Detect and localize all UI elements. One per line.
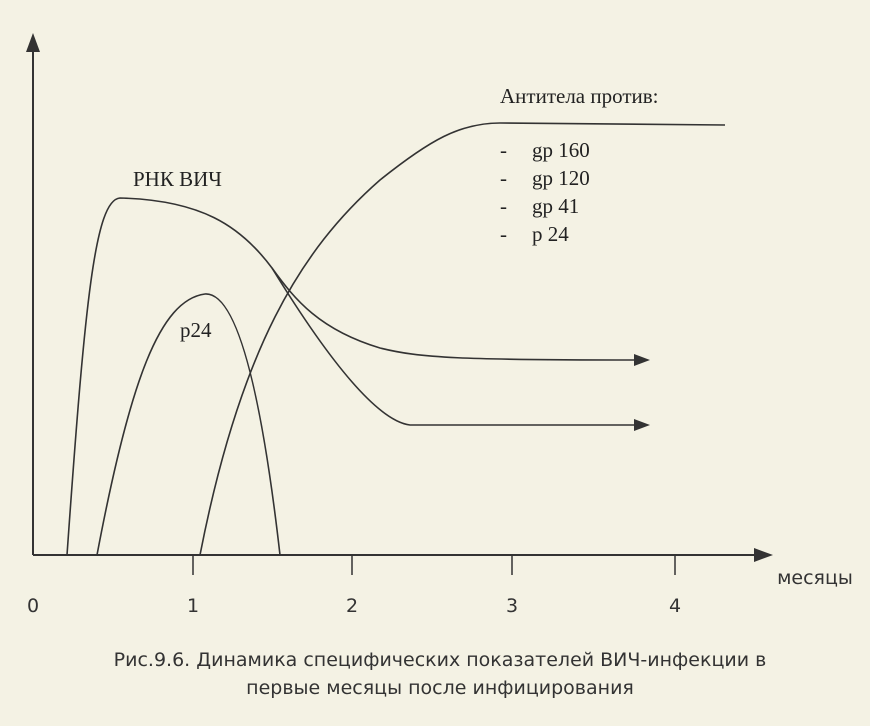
rna-curve (66, 197, 640, 556)
p24-curve (96, 293, 281, 556)
x-axis-label: месяцы (777, 567, 853, 589)
bullet: - (500, 194, 507, 218)
bullet: - (500, 166, 507, 190)
antibody-list: - gp 160 - gp 120 - gp 41 - p 24 (500, 138, 590, 246)
x-tick-label: 1 (187, 595, 199, 617)
x-tick-label: 0 (27, 595, 39, 617)
antibodies-title: Антитела против: (500, 84, 659, 108)
p24-label: p24 (180, 318, 212, 342)
x-tick-label: 2 (346, 595, 358, 617)
list-item: gp 41 (532, 194, 579, 218)
x-tick-marks (192, 555, 676, 575)
x-tick-labels: 0 1 2 3 4 (27, 595, 681, 617)
y-arrow (26, 33, 40, 52)
antibody-curve (199, 122, 726, 556)
bullet: - (500, 222, 507, 246)
list-item: gp 120 (532, 166, 590, 190)
list-item: gp 160 (532, 138, 590, 162)
x-tick-label: 3 (506, 595, 518, 617)
x-arrow (754, 548, 773, 562)
rna-label: РНК ВИЧ (133, 167, 222, 191)
caption-line: первые месяцы после инфицирования (246, 677, 634, 699)
arrow-head (634, 419, 650, 431)
x-tick-label: 4 (669, 595, 681, 617)
list-item: p 24 (532, 222, 569, 246)
caption-line: Рис.9.6. Динамика специфических показате… (114, 649, 767, 671)
bullet: - (500, 138, 507, 162)
antibody-decline-curve (271, 267, 641, 361)
arrow-head (634, 354, 650, 366)
